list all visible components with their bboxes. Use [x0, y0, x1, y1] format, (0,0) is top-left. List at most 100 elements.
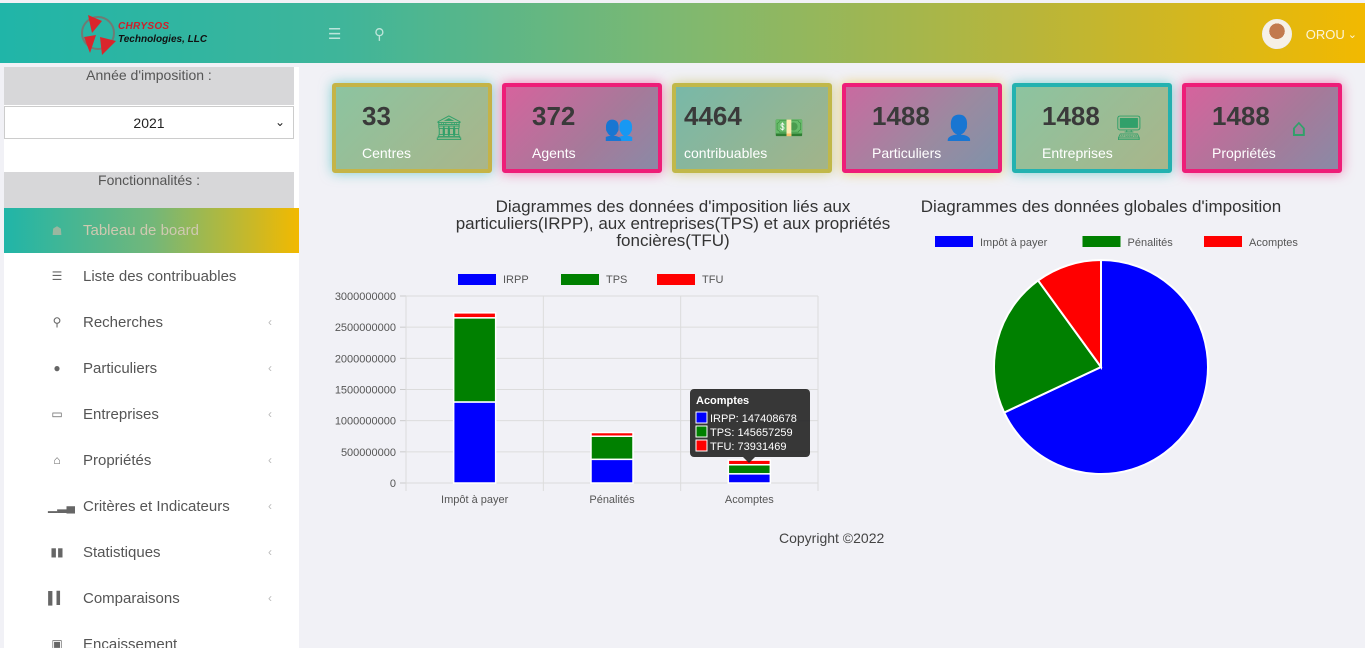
- sidebar-item[interactable]: ● Particuliers ‹: [4, 345, 299, 391]
- bar-segment[interactable]: [452, 317, 497, 403]
- pie-slice[interactable]: [1036, 258, 1102, 371]
- bar-chart-title: Diagrammes des données d'imposition liés…: [318, 198, 1028, 249]
- bar-chart-icon: ▌▍: [48, 591, 66, 605]
- sidebar-item[interactable]: ▌▍ Comparaisons ‹: [4, 575, 299, 621]
- bar-segment[interactable]: [590, 458, 634, 484]
- x-tick-label: Pénalités: [589, 494, 635, 506]
- user-icon: ●: [53, 361, 61, 375]
- tooltip-line: IRPP: 147408678: [710, 413, 797, 425]
- brand-logo[interactable]: CHRYSOS Technologies, LLC: [80, 11, 230, 57]
- sidebar-item-label: Liste des contribuables: [83, 267, 237, 285]
- stat-label: Propriétés: [1212, 145, 1276, 161]
- pie-slice[interactable]: [993, 279, 1103, 414]
- stat-value: 4464: [684, 101, 742, 131]
- user-name[interactable]: OROU: [1305, 26, 1345, 42]
- sidebar-item-label: Recherches: [83, 313, 164, 331]
- stat-label: Particuliers: [872, 145, 942, 161]
- avatar[interactable]: [1261, 19, 1292, 49]
- sidebar-item[interactable]: ▮▮ Statistiques ‹: [4, 529, 299, 575]
- pie-slice[interactable]: [1002, 258, 1209, 475]
- money-icon: ▣: [51, 637, 63, 648]
- bar-segment[interactable]: [452, 312, 497, 319]
- search-icon[interactable]: ⚲: [374, 25, 385, 43]
- legend-label: Impôt à payer: [980, 237, 1048, 249]
- sidebar-item-label: Tableau de board: [83, 222, 199, 239]
- stat-value: 33: [362, 101, 391, 131]
- home-icon: ⌂: [53, 453, 61, 467]
- tooltip-title: Acomptes: [696, 395, 749, 407]
- chevron-down-icon[interactable]: ⌄: [1347, 28, 1357, 41]
- sidebar-item-label: Comparaisons: [83, 589, 180, 607]
- search-icon: ⚲: [52, 315, 62, 329]
- sidebar-item[interactable]: ⌂ Propriétés ‹: [4, 437, 299, 483]
- sidebar-item[interactable]: ▣ Encaissement: [4, 621, 299, 648]
- bar-segment[interactable]: [452, 401, 497, 484]
- bar-chart-title-line: foncières(TFU): [616, 231, 730, 250]
- tooltip-swatch: [695, 425, 708, 438]
- bar-segment[interactable]: [590, 435, 634, 461]
- sidebar-item-label: Propriétés: [83, 451, 152, 469]
- stat-card[interactable]: 1488 Particuliers 👤: [842, 83, 1002, 173]
- features-label: Fonctionnalités :: [4, 172, 294, 208]
- stat-card[interactable]: 1488 Entreprises 🖥: [1012, 83, 1172, 173]
- sidebar-item-label: Statistiques: [83, 543, 161, 561]
- chevron-left-icon: ‹: [268, 315, 272, 329]
- chrysos-logo-icon: [81, 15, 116, 55]
- stat-label: contribuables: [684, 145, 768, 161]
- stat-card[interactable]: 4464 contribuables 💵: [672, 83, 832, 173]
- sidebar-item[interactable]: ▭ Entreprises ‹: [4, 391, 299, 437]
- tax-year-select[interactable]: 2021 ⌄: [4, 106, 294, 139]
- bars-icon[interactable]: ☰: [328, 25, 342, 43]
- legend-swatch: [561, 274, 599, 285]
- legend-label: Pénalités: [1128, 237, 1174, 249]
- sidebar-item-label: Particuliers: [83, 359, 158, 377]
- chevron-down-icon: ⌄: [274, 115, 285, 129]
- tax-year-value: 2021: [133, 114, 165, 131]
- tooltip-line: TFU: 73931469: [710, 441, 786, 453]
- chart-tooltip: Acomptes IRPP: 147408678 TPS: 145657259 TFU…: [690, 389, 810, 463]
- bar-chart-title-line: particuliers(IRPP), aux entreprises(TPS)…: [455, 214, 891, 233]
- stat-label: Centres: [362, 145, 412, 161]
- y-tick-label: 2000000000: [335, 353, 396, 365]
- stacked-bar-chart: IRPP TPS TFU 3000000000 2500000000 2000000000…: [335, 274, 819, 506]
- y-tick-label: 3000000000: [335, 291, 396, 303]
- users-icon: 👥: [604, 114, 634, 142]
- sidebar-item[interactable]: ☗ Tableau de board: [4, 208, 299, 253]
- y-tick-label: 500000000: [341, 447, 396, 459]
- sidebar-item[interactable]: ☰ Liste des contribuables: [4, 253, 299, 299]
- y-tick-label: 0: [390, 478, 396, 490]
- chevron-left-icon: ‹: [268, 361, 272, 375]
- desktop-icon: 🖥: [1113, 114, 1145, 142]
- y-tick-label: 2500000000: [335, 322, 396, 334]
- home-icon: ☗: [51, 223, 63, 238]
- stat-label: Agents: [532, 145, 576, 161]
- legend-swatch: [935, 236, 973, 247]
- bank-icon: 🏛: [433, 114, 465, 142]
- top-navbar: CHRYSOS Technologies, LLC ☰ ⚲ OROU ⌄: [0, 3, 1365, 63]
- tooltip-caret: [743, 457, 755, 463]
- bar-segment[interactable]: [590, 431, 634, 437]
- user-menu[interactable]: OROU ⌄: [1261, 19, 1357, 49]
- legend-swatch: [657, 274, 695, 285]
- stat-value: 1488: [872, 101, 930, 131]
- money-icon: 💵: [774, 114, 804, 142]
- brand-subtitle: Technologies, LLC: [118, 34, 208, 45]
- sidebar-item[interactable]: ▁▂▄ Critères et Indicateurs ‹: [4, 483, 299, 529]
- stat-card[interactable]: 1488 Propriétés ⌂: [1182, 83, 1342, 173]
- bar-segment[interactable]: [727, 473, 772, 484]
- stat-card[interactable]: 33 Centres 🏛: [332, 83, 492, 173]
- chevron-left-icon: ‹: [268, 591, 272, 605]
- tooltip-line: TPS: 145657259: [710, 427, 793, 439]
- legend-swatch: [1204, 236, 1242, 247]
- bar-segment[interactable]: [727, 463, 772, 475]
- sidebar-item[interactable]: ⚲ Recherches ‹: [4, 299, 299, 345]
- legend-label: TFU: [702, 274, 723, 286]
- y-tick-label: 1500000000: [335, 385, 396, 397]
- desktop-icon: ▭: [51, 407, 63, 421]
- x-tick-label: Impôt à payer: [441, 494, 509, 506]
- tooltip-swatch: [695, 439, 708, 452]
- sidebar: Année d'imposition : 2021 ⌄ Fonctionnali…: [4, 67, 299, 648]
- stat-card[interactable]: 372 Agents 👥: [502, 83, 662, 173]
- tooltip-background: [690, 389, 810, 457]
- user-icon: 👤: [944, 114, 974, 142]
